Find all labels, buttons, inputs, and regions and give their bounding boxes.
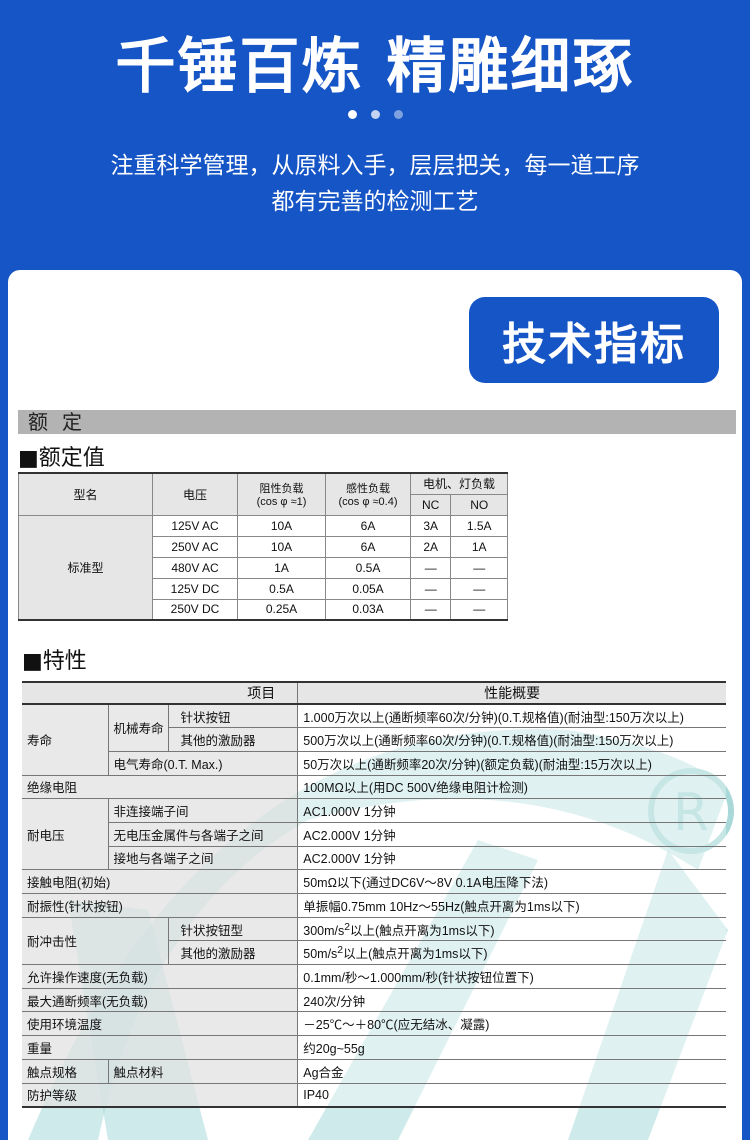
th-inductive: 感性负载 (cos φ ≈0.4) (325, 472, 411, 516)
model-cell: 标准型 (18, 514, 153, 621)
cell-nc: 3A (409, 514, 452, 537)
row-value: 50万次以上(通断频率20次/分钟)(额定负载)(耐油型:15万次以上) (297, 751, 726, 776)
row-value: AC2.000V 1分钟 (297, 822, 726, 847)
row-value: 50m/s2以上(触点开离为1ms以下) (297, 940, 726, 966)
cell-i: 0.05A (325, 577, 411, 600)
row-label: 触点材料 (108, 1059, 299, 1084)
row-value: Ag合金 (297, 1059, 726, 1084)
cell-no: 1.5A (450, 514, 508, 537)
row-label: 非连接端子间 (108, 798, 299, 823)
row-label: 针状按钮 (168, 704, 299, 729)
cell-i: 0.5A (325, 556, 411, 579)
cell-no: 1A (450, 535, 508, 558)
row-label: 无电压金属件与各端子之间 (108, 822, 299, 847)
cell-v: 480V AC (152, 556, 238, 579)
row-value: 50mΩ以下(通过DC6V～8V 0.1A电压降下法) (297, 869, 726, 894)
row-value: AC2.000V 1分钟 (297, 846, 726, 871)
rating-row: 250V DC 0.25A 0.03A — — (19, 598, 508, 621)
th-perf: 性能概要 (297, 682, 726, 705)
row-value: 1.000万次以上(通断频率60次/分钟)(0.T.规格值)(耐油型:150万次… (297, 704, 726, 729)
dot (347, 110, 357, 119)
cell-v: 250V DC (152, 598, 238, 621)
row-value: 约20g~55g (297, 1035, 726, 1060)
row-label: 触点规格 (22, 1059, 109, 1084)
cell-no: — (450, 598, 508, 621)
row-label: 机械寿命 (108, 704, 169, 752)
row-label: 接触电阻(初始) (22, 869, 299, 894)
dot (393, 110, 403, 119)
hero-title: 千锤百炼 精雕细琢 (115, 32, 635, 102)
cell-no: — (450, 556, 508, 579)
spec-card: R 技术指标 额定 ■额定值 型名 电压 阻性负载 (cos φ ≈1) 感性负载… (8, 270, 742, 1140)
cell-r: 10A (237, 514, 326, 537)
row-value: AC1.000V 1分钟 (297, 798, 726, 823)
row-value: IP40 (297, 1083, 726, 1108)
row-label: 针状按钮型 (168, 917, 299, 942)
row-label: 最大通断频率(无负载) (22, 988, 299, 1013)
cell-r: 1A (237, 556, 326, 579)
th-no: NO (450, 493, 508, 516)
row-value: 0.1mm/秒～1.000mm/秒(针状按钮位置下) (297, 964, 726, 989)
row-label: 其他的激励器 (168, 940, 299, 966)
cell-v: 125V DC (152, 577, 238, 600)
row-value: 500万次以上(通断频率60次/分钟)(0.T.规格值)(耐油型:150万次以上… (297, 727, 726, 752)
subtitle-line: 都有完善的检测工艺 (271, 189, 479, 215)
spec-table: 项目 性能概要 寿命 机械寿命 针状按钮 1.000万次以上(通断频率60次/分钟)(0… (22, 681, 726, 1108)
row-value: 单振幅0.75mm 10Hz～55Hz(触点开离为1ms以下) (297, 893, 726, 918)
row-label: 接地与各端子之间 (108, 846, 299, 871)
cell-i: 6A (325, 535, 411, 558)
th-voltage: 电压 (152, 472, 238, 516)
cell-i: 0.03A (325, 598, 411, 621)
rating-table: 型名 电压 阻性负载 (cos φ ≈1) 感性负载 (cos φ ≈0.4) 电机… (18, 472, 508, 621)
dot (370, 110, 380, 119)
hero-subtitle: 注重科学管理，从原料入手，层层把关，每一道工序 都有完善的检测工艺 (0, 148, 750, 220)
row-label: 其他的激励器 (168, 727, 299, 752)
specs-heading: ■特性 (22, 649, 87, 674)
rating-row: 标准型 125V AC 10A 6A 3A 1.5A (18, 514, 508, 621)
cell-no: — (450, 577, 508, 600)
rating-heading: ■额定值 (18, 446, 105, 471)
row-value: 100MΩ以上(用DC 500V绝缘电阻计检测) (297, 775, 726, 800)
subtitle-line: 注重科学管理，从原料入手，层层把关，每一道工序 (110, 153, 640, 179)
row-value: 240次/分钟 (297, 988, 726, 1013)
row-label: 绝缘电阻 (22, 775, 299, 800)
th-item: 项目 (22, 682, 299, 705)
row-label: 允许操作速度(无负载) (22, 964, 299, 989)
row-label: 重量 (22, 1035, 299, 1060)
cell-nc: — (409, 577, 452, 600)
row-label: 耐冲击性 (22, 917, 169, 966)
cell-r: 10A (237, 535, 326, 558)
row-label: 电气寿命(0.T. Max.) (108, 751, 299, 776)
row-label: 耐电压 (22, 798, 109, 871)
row-value: －25℃～＋80℃(应无结冰、凝露) (297, 1011, 726, 1037)
cell-i: 6A (325, 514, 411, 537)
rating-row: 250V AC 10A 6A 2A 1A (19, 535, 508, 558)
cell-nc: — (409, 598, 452, 621)
cell-r: 0.25A (237, 598, 326, 621)
section-band: 额定 (18, 410, 736, 434)
th-resistive: 阻性负载 (cos φ ≈1) (237, 472, 326, 516)
th-nc: NC (409, 493, 452, 516)
row-label: 防护等级 (22, 1083, 299, 1108)
cell-v: 125V AC (152, 514, 238, 537)
row-label: 寿命 (22, 704, 109, 776)
th-model: 型名 (18, 472, 153, 516)
th-motor: 电机、灯负载 (410, 472, 508, 495)
row-value: 300m/s2以上(触点开离为1ms以下) (297, 917, 726, 942)
cell-r: 0.5A (237, 577, 326, 600)
carousel-dots (0, 110, 750, 119)
cell-nc: 2A (409, 535, 452, 558)
cell-v: 250V AC (152, 535, 238, 558)
cell-nc: — (409, 556, 452, 579)
section-badge: 技术指标 (469, 297, 719, 383)
row-label: 使用环境温度 (22, 1011, 299, 1037)
row-label: 耐振性(针状按钮) (22, 893, 299, 918)
